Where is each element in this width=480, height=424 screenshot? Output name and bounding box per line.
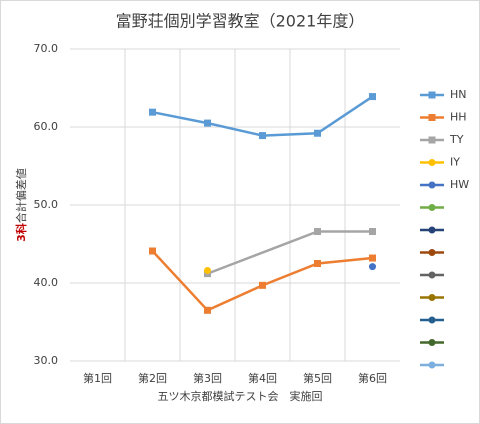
x-tick-label: 第2回 [138,371,167,385]
y-tick-label: 30.0 [34,354,59,367]
x-tick-label: 第5回 [303,371,332,385]
legend-marker [428,271,436,279]
data-point [259,281,266,289]
legend-marker [428,339,436,346]
legend-label: HH [450,111,467,124]
data-point [259,132,266,140]
x-tick-label: 第6回 [358,371,387,385]
y-tick-label: 50.0 [34,198,59,211]
legend-marker [428,226,436,234]
legend-marker [428,91,436,99]
legend-label: TY [449,133,464,146]
legend-marker [428,294,436,301]
data-point [204,119,211,127]
x-tick-label: 第1回 [83,371,112,385]
data-point [149,247,156,255]
data-point [369,93,376,101]
chart-title: 富野荘個別学習教室（2021年度） [116,12,365,31]
legend-label: HW [450,178,469,191]
data-point [314,129,321,137]
legend-marker [428,361,436,369]
legend-marker [428,204,436,211]
legend-marker [428,159,436,166]
legend-marker [428,316,436,324]
data-point [369,254,376,262]
legend-marker [428,136,436,144]
data-point [204,306,211,314]
legend-label: HN [450,88,467,101]
legend-marker [428,114,436,121]
y-tick-label: 60.0 [34,120,59,133]
legend-marker [428,181,436,189]
y-axis-label-part: 合計偏差値 [14,168,28,223]
data-point [369,263,376,271]
data-point [369,228,376,236]
data-point [314,228,321,236]
data-point [149,108,156,116]
y-axis-label-part: 3科 [14,223,28,242]
legend-label: IY [450,156,460,169]
legend-marker [428,249,436,256]
x-tick-label: 第3回 [193,371,222,385]
y-axis-label: 3科合計偏差値 [14,168,28,242]
x-tick-label: 第4回 [248,371,277,385]
y-tick-label: 70.0 [34,42,59,55]
y-tick-label: 40.0 [34,276,59,289]
data-point [314,260,321,267]
x-axis-label: 五ツ木京都模試テスト会 実施回 [158,389,323,403]
data-point [204,267,211,275]
